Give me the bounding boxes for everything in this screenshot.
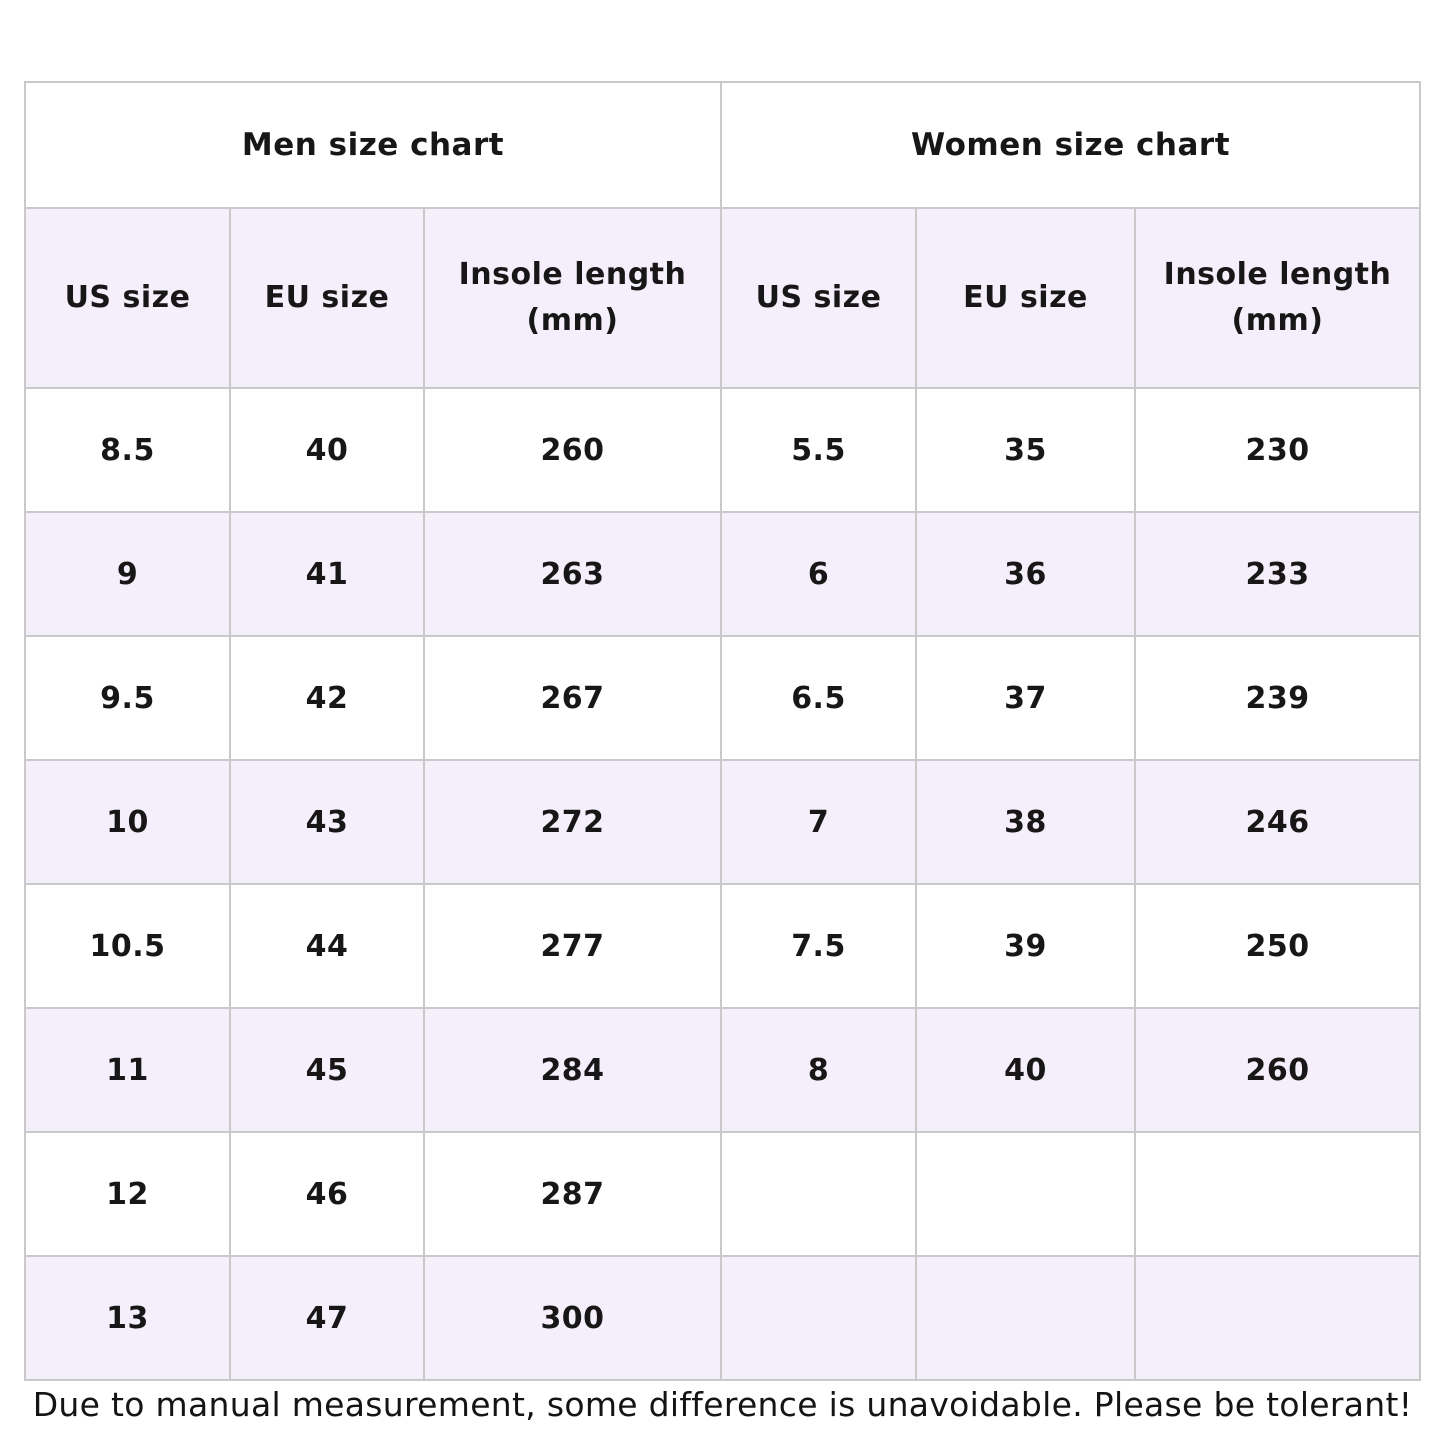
women-insole-cell: 239 (1134, 635, 1422, 761)
men-eu-size-header: EU size (229, 207, 425, 389)
men-us-cell: 10.5 (24, 883, 231, 1009)
table-row: 10 43 272 7 38 246 (24, 759, 1422, 885)
women-us-cell (720, 1131, 918, 1257)
women-us-cell: 6.5 (720, 635, 918, 761)
women-us-cell: 7 (720, 759, 918, 885)
men-insole-length-label: Insole length (458, 256, 687, 292)
women-eu-cell: 38 (915, 759, 1137, 885)
men-insole-cell: 277 (422, 883, 723, 1009)
table-row: 10.5 44 277 7.5 39 250 (24, 883, 1422, 1009)
women-eu-cell: 35 (915, 387, 1137, 513)
men-us-cell: 9.5 (24, 635, 231, 761)
men-eu-cell: 40 (229, 387, 425, 513)
table-row: 13 47 300 (24, 1255, 1422, 1381)
men-insole-cell: 287 (422, 1131, 723, 1257)
women-eu-size-header: EU size (915, 207, 1137, 389)
women-insole-length-header: Insole length (mm) (1134, 207, 1422, 389)
men-insole-cell: 300 (422, 1255, 723, 1381)
men-insole-length-unit: (mm) (526, 303, 619, 338)
men-us-cell: 8.5 (24, 387, 231, 513)
men-size-chart-title: Men size chart (23, 81, 723, 209)
men-insole-cell: 267 (422, 635, 723, 761)
women-insole-cell: 233 (1134, 511, 1422, 637)
women-insole-cell: 260 (1134, 1007, 1422, 1133)
women-size-chart-title: Women size chart (720, 81, 1422, 209)
section-title-row: Men size chart Women size chart (23, 81, 1422, 209)
table-row: 9 41 263 6 36 233 (24, 511, 1422, 637)
men-insole-cell: 263 (422, 511, 723, 637)
men-insole-cell: 260 (422, 387, 723, 513)
women-us-cell: 5.5 (720, 387, 918, 513)
women-insole-cell (1134, 1255, 1422, 1381)
size-chart-table: Men size chart Women size chart US size … (23, 81, 1422, 1381)
women-insole-cell: 250 (1134, 883, 1422, 1009)
men-eu-cell: 44 (229, 883, 425, 1009)
women-us-cell: 6 (720, 511, 918, 637)
women-eu-cell (915, 1255, 1137, 1381)
men-eu-cell: 46 (229, 1131, 425, 1257)
women-insole-length-label: Insole length (1163, 256, 1392, 292)
women-eu-cell: 37 (915, 635, 1137, 761)
table-row: 12 46 287 (24, 1131, 1422, 1257)
women-us-size-header: US size (720, 207, 918, 389)
men-eu-cell: 45 (229, 1007, 425, 1133)
women-eu-cell (915, 1131, 1137, 1257)
men-us-cell: 11 (24, 1007, 231, 1133)
women-eu-cell: 39 (915, 883, 1137, 1009)
table-row: 9.5 42 267 6.5 37 239 (24, 635, 1422, 761)
men-insole-cell: 284 (422, 1007, 723, 1133)
men-us-cell: 10 (24, 759, 231, 885)
men-us-size-header: US size (24, 207, 231, 389)
column-header-row: US size EU size Insole length (mm) US si… (24, 207, 1422, 389)
men-eu-cell: 42 (229, 635, 425, 761)
women-insole-cell: 246 (1134, 759, 1422, 885)
men-insole-length-header: Insole length (mm) (422, 207, 723, 389)
table-row: 11 45 284 8 40 260 (24, 1007, 1422, 1133)
women-insole-length-unit: (mm) (1231, 303, 1324, 338)
women-us-cell: 7.5 (720, 883, 918, 1009)
women-us-cell (720, 1255, 918, 1381)
women-us-cell: 8 (720, 1007, 918, 1133)
women-insole-cell: 230 (1134, 387, 1422, 513)
men-us-cell: 12 (24, 1131, 231, 1257)
men-us-cell: 13 (24, 1255, 231, 1381)
women-eu-cell: 36 (915, 511, 1137, 637)
women-eu-cell: 40 (915, 1007, 1137, 1133)
table-row: 8.5 40 260 5.5 35 230 (24, 387, 1422, 513)
women-insole-cell (1134, 1131, 1422, 1257)
men-eu-cell: 43 (229, 759, 425, 885)
men-eu-cell: 47 (229, 1255, 425, 1381)
measurement-disclaimer: Due to manual measurement, some differen… (32, 1385, 1413, 1424)
men-eu-cell: 41 (229, 511, 425, 637)
men-us-cell: 9 (24, 511, 231, 637)
men-insole-cell: 272 (422, 759, 723, 885)
